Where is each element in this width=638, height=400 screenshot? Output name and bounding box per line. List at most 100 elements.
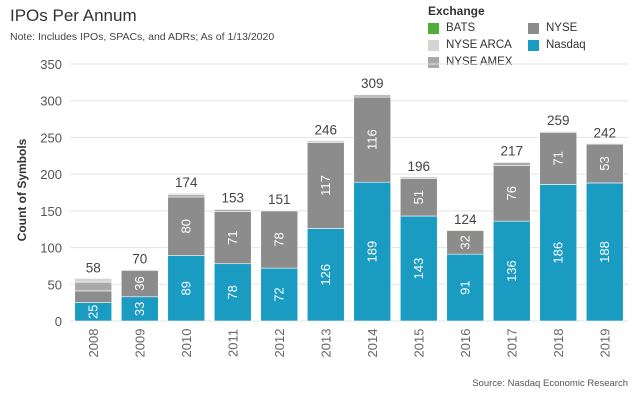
bar-segment-nasdaq xyxy=(492,220,531,322)
bar-segment-nyse xyxy=(306,142,345,229)
x-tick-label: 2018 xyxy=(551,329,566,358)
bar-segment-nyse xyxy=(399,178,438,217)
bar-total-label: 70 xyxy=(132,252,147,267)
bar-segment-nasdaq xyxy=(446,253,485,322)
bar-segment-nyse-arca xyxy=(74,278,113,283)
x-tick-label: 2016 xyxy=(458,329,473,358)
segment-value-label: 126 xyxy=(318,264,333,286)
x-tick-label: 2012 xyxy=(272,329,287,358)
bar-segment-nasdaq xyxy=(213,263,252,322)
x-tick-label: 2010 xyxy=(179,329,194,358)
bar-segment-nyse-amex xyxy=(120,269,159,271)
bar-segment-nyse xyxy=(585,143,624,184)
segment-value-label: 143 xyxy=(411,258,426,280)
legend-swatch-nasdaq xyxy=(528,39,539,51)
bar-total-label: 174 xyxy=(175,175,198,190)
segment-value-label: 117 xyxy=(318,175,333,196)
bar-segment-nyse-arca xyxy=(213,208,252,210)
bar-segment-nyse-arca xyxy=(167,192,206,196)
legend-item-nyse-amex[interactable]: NYSE AMEX xyxy=(428,56,512,68)
segment-value-label: 189 xyxy=(365,241,380,263)
segment-value-label: 80 xyxy=(179,219,194,233)
segment-value-label: 188 xyxy=(597,241,612,263)
bar-segment-nyse-arca xyxy=(492,161,531,163)
bar-segment-nyse xyxy=(539,131,578,185)
bar-segment-nasdaq xyxy=(306,228,345,322)
segment-value-label: 136 xyxy=(504,260,519,282)
x-tick-label: 2008 xyxy=(86,329,101,358)
segment-value-label: 89 xyxy=(179,281,194,295)
bar-segment-nyse-amex xyxy=(213,209,252,212)
bar-segment-nasdaq xyxy=(120,296,159,322)
y-tick-label: 200 xyxy=(40,167,62,182)
y-axis-ticks: 0 50 100 150 200 250 300 350 xyxy=(40,57,62,329)
legend-swatch-bats xyxy=(428,22,439,34)
bar-segment-nasdaq xyxy=(399,215,438,322)
bar-total-label: 259 xyxy=(547,113,570,128)
x-tick-label: 2017 xyxy=(504,329,519,358)
chart-title: IPOs Per Annum xyxy=(10,6,137,25)
segment-value-label: 51 xyxy=(411,190,426,204)
segment-value-label: 72 xyxy=(272,287,287,301)
bar-segment-nyse xyxy=(213,211,252,265)
x-tick-label: 2009 xyxy=(132,329,147,358)
bar-segment-nyse-amex xyxy=(492,162,531,166)
segment-value-label: 33 xyxy=(132,302,147,316)
bar-segment-nasdaq xyxy=(585,182,624,322)
segment-value-label: 71 xyxy=(551,151,566,165)
bar-total-label: 309 xyxy=(361,76,384,91)
bar-total-label: 151 xyxy=(268,192,291,207)
legend-item-nyse-arca[interactable]: NYSE ARCA xyxy=(428,39,512,51)
bar-segment-nyse xyxy=(353,96,392,183)
bar-segment-nyse xyxy=(167,196,206,256)
bar-segment-nyse-amex xyxy=(399,176,438,179)
legend-label-nyse: NYSE xyxy=(546,22,578,34)
segment-value-label: 32 xyxy=(458,235,473,249)
y-tick-label: 100 xyxy=(40,241,62,256)
bar-segment-nyse-arca xyxy=(539,130,578,132)
legend-item-nyse[interactable]: NYSE xyxy=(528,22,577,34)
segment-value-label: 53 xyxy=(597,156,612,170)
segment-value-label: 76 xyxy=(504,186,519,200)
bar-total-label: 124 xyxy=(454,212,477,227)
legend-swatch-nyse-amex xyxy=(428,56,439,68)
gridlines xyxy=(70,63,628,322)
bar-segment-nyse-amex xyxy=(167,194,206,198)
bar-total-label: 246 xyxy=(314,122,337,137)
legend-title: Exchange xyxy=(428,4,485,18)
legend-item-nasdaq[interactable]: Nasdaq xyxy=(528,39,586,51)
y-axis-label: Count of Symbols xyxy=(15,138,29,241)
bar-segment-nasdaq xyxy=(539,184,578,322)
bar-segment-nyse xyxy=(492,165,531,222)
x-tick-label: 2013 xyxy=(318,329,333,358)
bar-total-label: 58 xyxy=(86,260,101,275)
bar-segment-nyse-arca xyxy=(306,140,345,142)
x-tick-label: 2019 xyxy=(597,329,612,358)
legend-label-bats: BATS xyxy=(446,22,476,34)
segment-value-label: 91 xyxy=(458,280,473,294)
bar-segment-nyse-amex xyxy=(353,94,392,98)
source-note: Source: Nasdaq Economic Research xyxy=(472,378,628,389)
segment-value-label: 78 xyxy=(225,285,240,299)
bar-segment-nasdaq xyxy=(353,181,392,322)
legend-label-nasdaq: Nasdaq xyxy=(546,39,586,51)
bars: 25 58 33 36 70 89 80 174 78 71 153 72 78 151 126 117 246… xyxy=(74,76,624,322)
bar-total-label: 242 xyxy=(593,125,616,140)
x-axis-ticks: 2008 2009 2010 2011 2012 2013 2014 2015 2016 2017… xyxy=(86,329,613,358)
segment-value-label: 71 xyxy=(225,230,240,244)
bar-segment-nyse-amex xyxy=(585,143,624,145)
segment-value-label: 116 xyxy=(365,129,380,150)
legend-label-nyse-arca: NYSE ARCA xyxy=(446,39,512,51)
y-tick-label: 50 xyxy=(48,277,62,292)
bar-total-label: 153 xyxy=(221,191,244,206)
y-tick-label: 250 xyxy=(40,130,62,145)
legend-swatch-nyse-arca xyxy=(428,39,439,51)
bar-segment-nyse xyxy=(120,270,159,298)
chart-note: Note: Includes IPOs, SPACs, and ADRs; As… xyxy=(10,31,275,43)
bar-segment-nyse xyxy=(74,290,113,303)
legend-swatch-nyse xyxy=(528,22,539,34)
legend: Exchange BATS NYSE NYSE ARCA Nasdaq NYSE… xyxy=(428,4,628,72)
legend-item-bats[interactable]: BATS xyxy=(428,22,475,34)
bar-total-label: 217 xyxy=(500,144,523,159)
